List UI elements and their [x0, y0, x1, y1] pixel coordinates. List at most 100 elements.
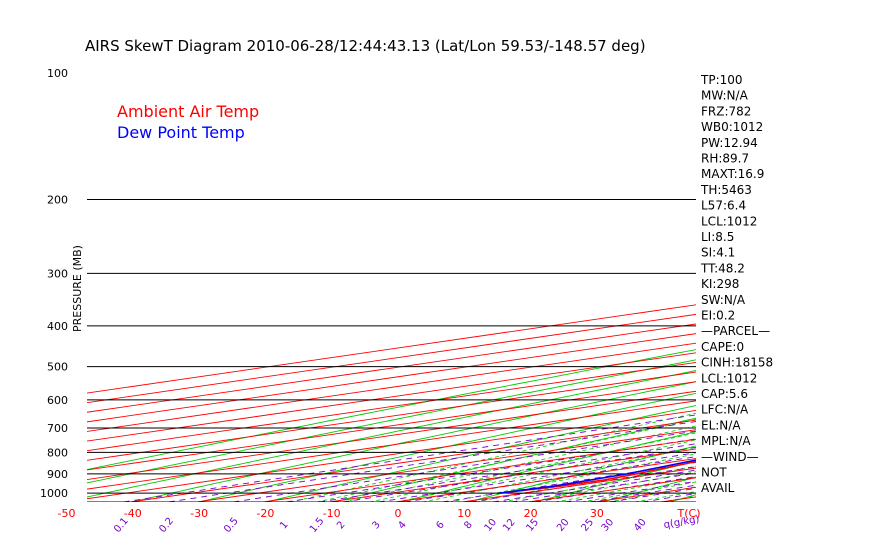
legend: Ambient Air Temp Dew Point Temp	[117, 102, 259, 142]
isotherm	[87, 400, 696, 490]
mixing-ratio-tick-label: 20	[555, 517, 572, 534]
isotherm	[263, 438, 696, 502]
stability-index-item: LFC:N/A	[701, 403, 749, 417]
isotherm	[87, 410, 696, 500]
dry-adiabat	[198, 392, 696, 502]
pressure-tick-label: 100	[47, 67, 68, 80]
bottom-temp-tick-label: 30	[590, 507, 604, 520]
y-axis-label: PRESSURE (MB)	[71, 245, 84, 332]
mixing-ratio-tick-label: 40	[632, 517, 649, 534]
bottom-temp-tick-label: 20	[524, 507, 538, 520]
pressure-tick-label: 900	[47, 468, 68, 481]
mixing-ratio-tick-label: 12	[501, 517, 518, 534]
mixing-ratio-tick-label: 2	[335, 519, 348, 531]
moist-adiabat	[342, 425, 696, 502]
stability-index-item: TT:48.2	[700, 261, 745, 275]
isotherm	[87, 352, 696, 442]
stability-index-item: PW:12.94	[701, 136, 758, 150]
pressure-axis: 100 200 300 400 500 600 700 800 900 1000	[40, 67, 68, 500]
stability-index-item: L57:6.4	[701, 199, 746, 213]
mixing-ratio-tick-label: 8	[462, 519, 475, 531]
isotherm	[87, 390, 696, 480]
isotherm	[87, 361, 696, 452]
dry-adiabat	[332, 417, 696, 502]
mixing-ratio-tick-label: 0.2	[157, 516, 176, 535]
stability-index-item: SW:N/A	[701, 293, 746, 307]
mixing-ratio-tick-label: 10	[483, 517, 500, 534]
stability-index-item: LCL:1012	[701, 214, 757, 228]
pressure-tick-label: 700	[47, 422, 68, 435]
dry-adiabat	[131, 381, 696, 502]
ambient-air-temp-line	[499, 460, 696, 494]
stability-index-item: NOT	[701, 466, 727, 480]
mixing-ratio-tick-label: 0.5	[222, 516, 241, 535]
pressure-tick-label: 500	[47, 361, 68, 374]
mixing-ratio-tick-label: 6	[434, 519, 447, 531]
dry-adiabat	[804, 73, 870, 502]
stability-index-item: CINH:18158	[701, 356, 773, 370]
mixing-ratio-line	[492, 469, 696, 502]
bottom-temperature-axis: -50 -40 -30 -20 -10 0 10 20 30 T(C)	[58, 507, 701, 520]
dry-adiabat	[400, 431, 696, 502]
mixing-ratio-tick-label: 3	[370, 519, 383, 531]
mixing-ratio-unit: q(g/kg)	[663, 514, 700, 531]
stability-index-item: TH:5463	[700, 183, 752, 197]
chart-title: AIRS SkewT Diagram 2010-06-28/12:44:43.1…	[85, 37, 646, 55]
stability-index-item: EL:N/A	[701, 418, 741, 432]
bottom-temp-tick-label: -30	[190, 507, 208, 520]
isotherm	[197, 429, 696, 502]
bottom-temp-tick-label: -20	[256, 507, 274, 520]
moist-adiabat	[422, 446, 696, 502]
stability-index-item: MAXT:16.9	[701, 167, 764, 181]
bottom-temp-tick-label: -50	[58, 507, 76, 520]
mixing-ratio-tick-label: 4	[396, 519, 409, 531]
stability-index-item: —WIND—	[701, 450, 759, 464]
stability-index-item: —PARCEL—	[701, 324, 770, 338]
pressure-tick-label: 800	[47, 446, 68, 459]
stability-index-item: AVAIL	[701, 481, 735, 495]
pressure-tick-label: 400	[47, 320, 68, 333]
stability-index-item: MPL:N/A	[701, 434, 751, 448]
stability-index-item: SI:4.1	[701, 246, 735, 260]
profile-lines	[499, 459, 696, 494]
stability-index-item: RH:89.7	[701, 152, 749, 166]
dry-adiabat	[669, 494, 696, 502]
stability-index-item: MW:N/A	[701, 89, 749, 103]
stability-index-item: FRZ:782	[701, 104, 751, 118]
mixing-ratio-tick-label: 1	[278, 519, 291, 531]
dry-adiabat	[534, 460, 696, 502]
isotherm	[329, 448, 696, 502]
bottom-temp-tick-label: 0	[395, 507, 402, 520]
legend-dew-point-temp: Dew Point Temp	[117, 123, 245, 142]
pressure-tick-label: 300	[47, 267, 68, 280]
dry-adiabat	[467, 445, 696, 502]
moist-adiabat	[528, 471, 696, 502]
isotherm	[395, 458, 696, 502]
stability-index-item: LI:8.5	[701, 230, 734, 244]
bottom-temp-tick-label: -40	[124, 507, 142, 520]
stability-index-item: CAPE:0	[701, 340, 744, 354]
pressure-tick-label: 600	[47, 394, 68, 407]
bottom-temp-unit: T(C)	[677, 507, 701, 520]
stability-index-item: CAP:5.6	[701, 387, 748, 401]
mixing-ratio-line	[233, 430, 696, 502]
legend-ambient-air-temp: Ambient Air Temp	[117, 102, 259, 121]
dry-adiabat	[87, 349, 696, 471]
pressure-tick-label: 1000	[40, 487, 68, 500]
isotherm	[661, 496, 696, 502]
isotherm	[130, 419, 696, 502]
isotherm	[87, 371, 696, 461]
stability-index-item: WB0:1012	[701, 120, 763, 134]
stability-index-item: LCL:1012	[701, 371, 757, 385]
isotherm	[87, 381, 696, 471]
isotherm	[462, 467, 696, 502]
dry-adiabat	[265, 405, 696, 502]
pressure-tick-label: 200	[47, 194, 68, 207]
mixing-ratio-line	[123, 414, 696, 502]
bottom-temp-tick-label: 10	[457, 507, 471, 520]
isotherm	[87, 342, 696, 432]
bottom-temp-tick-label: -10	[323, 507, 341, 520]
moist-adiabat	[661, 495, 696, 502]
